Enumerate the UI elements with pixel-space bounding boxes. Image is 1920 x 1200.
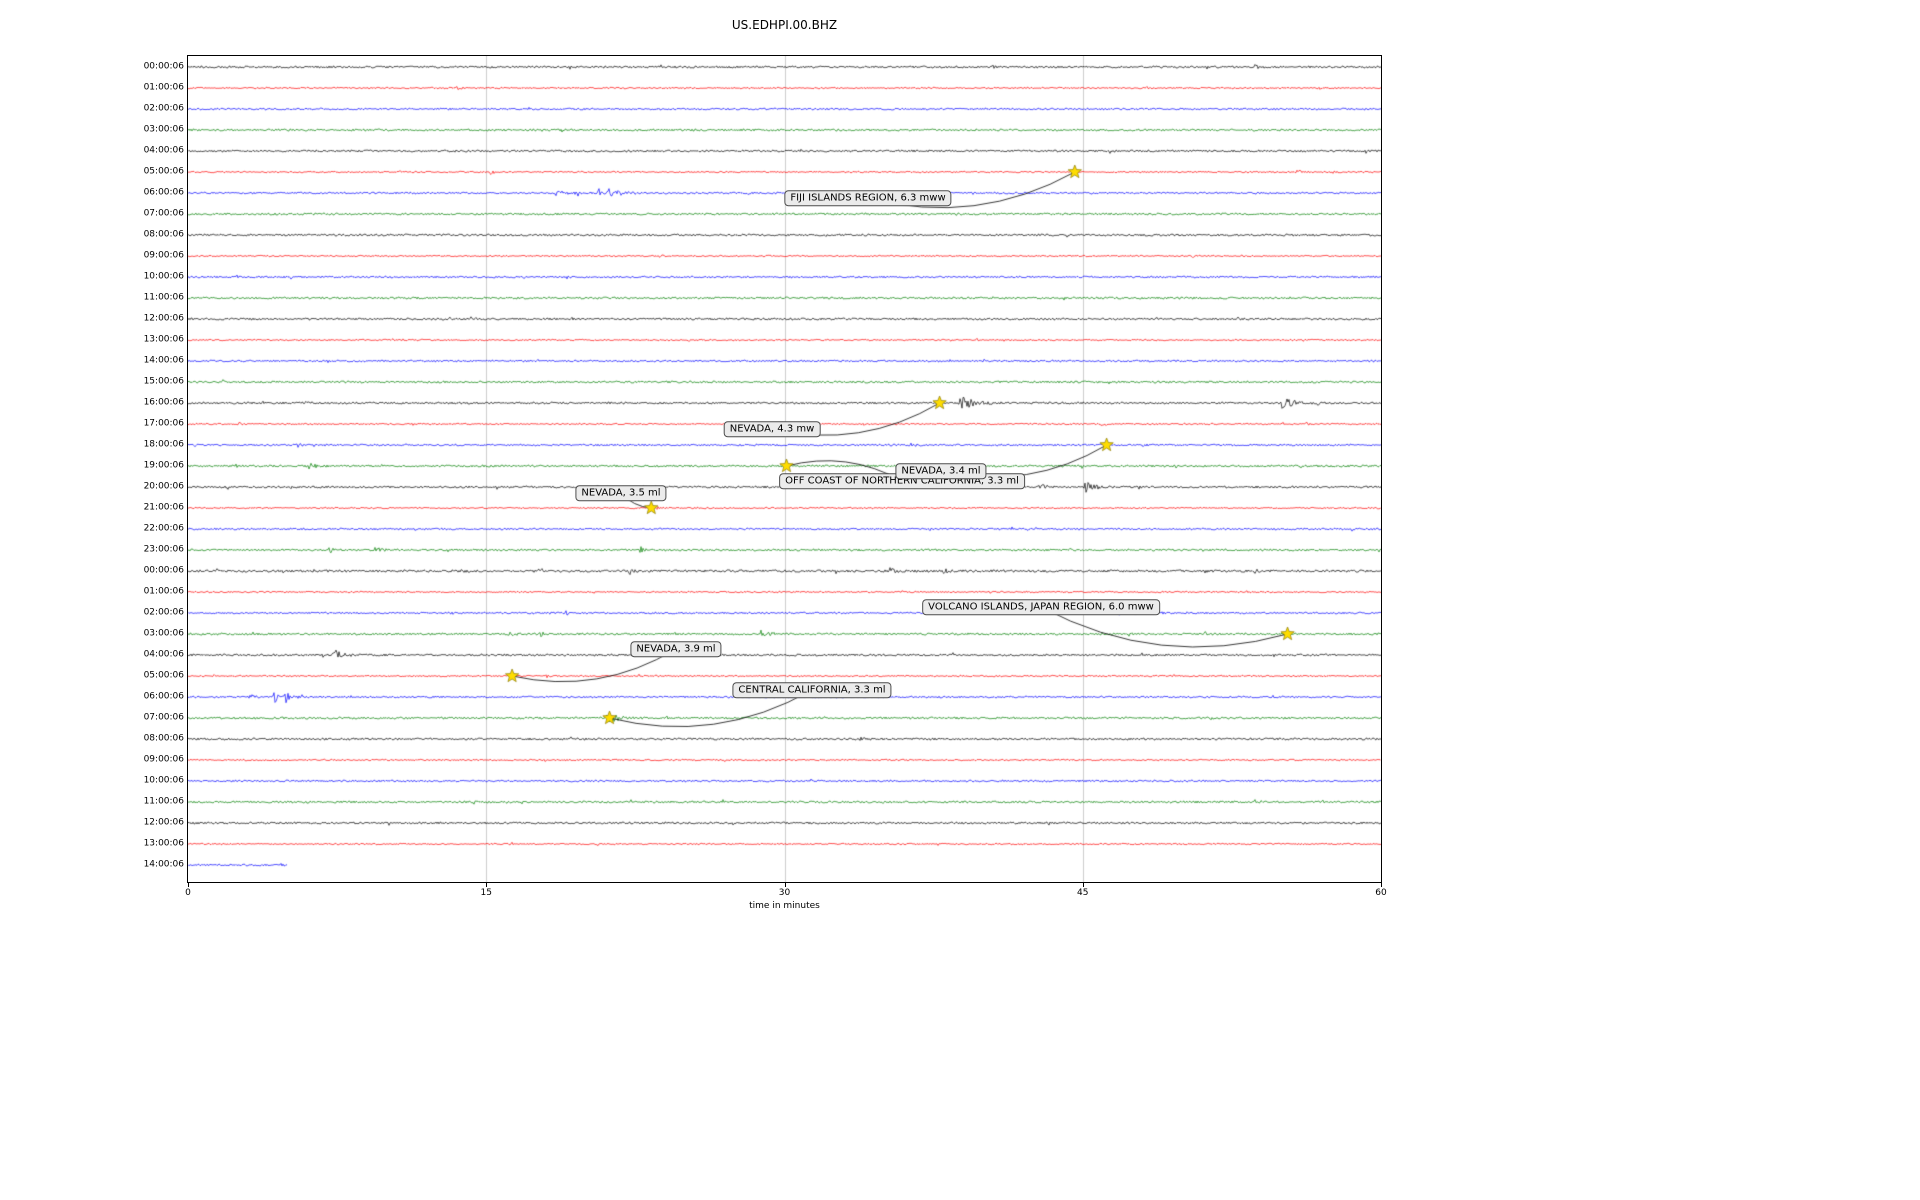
row-label: 06:00:06 — [143, 691, 184, 702]
x-tick-mark — [188, 883, 189, 887]
row-label: 08:00:06 — [143, 733, 184, 744]
row-label: 09:00:06 — [143, 250, 184, 261]
row-label: 20:00:06 — [143, 481, 184, 492]
row-label: 02:00:06 — [143, 103, 184, 114]
x-tick-mark — [1082, 883, 1084, 887]
x-tick-label: 15 — [480, 888, 492, 898]
row-label: 08:00:06 — [143, 229, 184, 240]
row-label: 01:00:06 — [143, 586, 184, 597]
row-label: 03:00:06 — [143, 124, 184, 135]
row-label: 10:00:06 — [143, 775, 184, 786]
row-label: 15:00:06 — [143, 376, 184, 387]
row-label: 19:00:06 — [143, 460, 184, 471]
x-tick-mark — [486, 883, 488, 887]
row-label: 11:00:06 — [143, 796, 184, 807]
x-tick-mark — [1381, 883, 1382, 887]
row-label: 07:00:06 — [143, 208, 184, 219]
event-label: NEVADA, 3.4 ml — [895, 463, 987, 479]
row-label: 09:00:06 — [143, 754, 184, 765]
row-label: 14:00:06 — [143, 859, 184, 870]
row-time-labels: 00:00:06 01:00:06 02:00:06 03:00:06 04:00:06… — [0, 0, 184, 1200]
x-tick-label: 30 — [778, 888, 791, 898]
x-tick-label: 45 — [1077, 888, 1089, 898]
row-label: 04:00:06 — [143, 649, 184, 660]
chart-title: US.EDHPI.00.BHZ — [731, 18, 838, 32]
row-label: 22:00:06 — [143, 523, 184, 534]
x-tick-label: 60 — [1375, 888, 1387, 898]
row-label: 23:00:06 — [143, 544, 184, 555]
row-label: 12:00:06 — [143, 313, 184, 324]
row-label: 03:00:06 — [143, 628, 184, 639]
row-label: 05:00:06 — [143, 670, 184, 681]
row-label: 05:00:06 — [143, 166, 184, 177]
event-label: NEVADA, 3.9 ml — [630, 641, 722, 657]
row-label: 13:00:06 — [143, 334, 184, 345]
x-axis-label: time in minutes — [749, 901, 820, 911]
event-label: NEVADA, 4.3 mw — [723, 421, 821, 437]
event-label: VOLCANO ISLANDS, JAPAN REGION, 6.0 mww — [922, 599, 1160, 615]
event-label: NEVADA, 3.5 ml — [575, 485, 667, 501]
event-label: CENTRAL CALIFORNIA, 3.3 ml — [732, 682, 892, 698]
row-label: 10:00:06 — [143, 271, 184, 282]
row-label: 12:00:06 — [143, 817, 184, 828]
row-label: 16:00:06 — [143, 397, 184, 408]
row-label: 13:00:06 — [143, 838, 184, 849]
row-label: 02:00:06 — [143, 607, 184, 618]
row-label: 11:00:06 — [143, 292, 184, 303]
row-label: 04:00:06 — [143, 145, 184, 156]
plot-area: FIJI ISLANDS REGION, 6.3 mww NEVADA, 4.3 … — [187, 55, 1382, 883]
row-label: 17:00:06 — [143, 418, 184, 429]
x-tick-label: 0 — [185, 888, 191, 898]
row-label: 00:00:06 — [143, 61, 184, 72]
seismogram-canvas — [188, 56, 1381, 882]
row-label: 06:00:06 — [143, 187, 184, 198]
event-label: FIJI ISLANDS REGION, 6.3 mww — [784, 190, 952, 206]
row-label: 01:00:06 — [143, 82, 184, 93]
x-tick-mark — [784, 883, 786, 887]
row-label: 14:00:06 — [143, 355, 184, 366]
row-label: 21:00:06 — [143, 502, 184, 513]
row-label: 00:00:06 — [143, 565, 184, 576]
row-label: 18:00:06 — [143, 439, 184, 450]
row-label: 07:00:06 — [143, 712, 184, 723]
